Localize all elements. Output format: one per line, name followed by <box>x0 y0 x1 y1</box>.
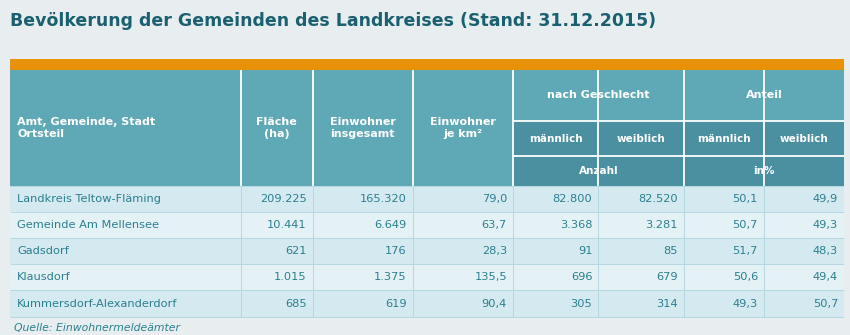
Text: Amt, Gemeinde, Stadt
Ortsteil: Amt, Gemeinde, Stadt Ortsteil <box>17 117 155 139</box>
Text: 165.320: 165.320 <box>360 194 407 204</box>
Text: Landkreis Teltow-Fläming: Landkreis Teltow-Fläming <box>17 194 161 204</box>
Text: 685: 685 <box>285 298 307 309</box>
Text: 49,3: 49,3 <box>813 220 838 230</box>
Bar <box>10 59 844 70</box>
Text: weiblich: weiblich <box>616 134 666 143</box>
Bar <box>10 238 844 264</box>
Text: Gadsdorf: Gadsdorf <box>17 246 69 256</box>
Text: 305: 305 <box>570 298 592 309</box>
Bar <box>10 290 844 317</box>
Text: 82.800: 82.800 <box>552 194 592 204</box>
Text: 1.375: 1.375 <box>374 272 407 282</box>
Text: 82.520: 82.520 <box>638 194 677 204</box>
Text: Klausdorf: Klausdorf <box>17 272 71 282</box>
Text: 79,0: 79,0 <box>482 194 507 204</box>
Text: nach Geschlecht: nach Geschlecht <box>547 90 649 100</box>
Text: 49,3: 49,3 <box>733 298 758 309</box>
Text: in%: in% <box>753 166 774 176</box>
Text: Quelle: Einwohnermeldeämter: Quelle: Einwohnermeldeämter <box>14 323 180 333</box>
Text: 63,7: 63,7 <box>482 220 507 230</box>
Text: Bevölkerung der Gemeinden des Landkreises (Stand: 31.12.2015): Bevölkerung der Gemeinden des Landkreise… <box>10 12 656 30</box>
Text: 209.225: 209.225 <box>260 194 307 204</box>
Text: Fläche
(ha): Fläche (ha) <box>257 117 298 139</box>
Text: 50,1: 50,1 <box>733 194 758 204</box>
Text: 696: 696 <box>571 272 592 282</box>
Text: männlich: männlich <box>529 134 582 143</box>
Text: 49,9: 49,9 <box>813 194 838 204</box>
Text: 49,4: 49,4 <box>813 272 838 282</box>
Text: 85: 85 <box>663 246 677 256</box>
Text: 50,6: 50,6 <box>733 272 758 282</box>
Text: 3.281: 3.281 <box>645 220 677 230</box>
Text: Einwohner
je km²: Einwohner je km² <box>430 117 496 139</box>
Text: männlich: männlich <box>697 134 751 143</box>
Text: 314: 314 <box>656 298 677 309</box>
Text: Anzahl: Anzahl <box>579 166 618 176</box>
Text: 621: 621 <box>285 246 307 256</box>
Bar <box>10 70 844 186</box>
Text: 176: 176 <box>385 246 407 256</box>
Text: 51,7: 51,7 <box>733 246 758 256</box>
Text: 50,7: 50,7 <box>733 220 758 230</box>
Text: 90,4: 90,4 <box>482 298 507 309</box>
Text: 135,5: 135,5 <box>474 272 507 282</box>
Text: 679: 679 <box>656 272 677 282</box>
Text: 28,3: 28,3 <box>482 246 507 256</box>
Text: 10.441: 10.441 <box>267 220 307 230</box>
Text: weiblich: weiblich <box>779 134 829 143</box>
Text: 91: 91 <box>578 246 592 256</box>
Text: Kummersdorf-Alexanderdorf: Kummersdorf-Alexanderdorf <box>17 298 178 309</box>
Bar <box>10 186 844 212</box>
Text: 50,7: 50,7 <box>813 298 838 309</box>
Bar <box>10 264 844 290</box>
Text: 48,3: 48,3 <box>813 246 838 256</box>
Bar <box>513 121 844 156</box>
Text: Einwohner
insgesamt: Einwohner insgesamt <box>330 117 395 139</box>
Text: 3.368: 3.368 <box>560 220 592 230</box>
Bar <box>10 212 844 238</box>
Text: 619: 619 <box>385 298 407 309</box>
Text: Anteil: Anteil <box>745 90 782 100</box>
Bar <box>513 156 844 186</box>
Text: 1.015: 1.015 <box>274 272 307 282</box>
Text: 6.649: 6.649 <box>375 220 407 230</box>
Text: Gemeinde Am Mellensee: Gemeinde Am Mellensee <box>17 220 159 230</box>
